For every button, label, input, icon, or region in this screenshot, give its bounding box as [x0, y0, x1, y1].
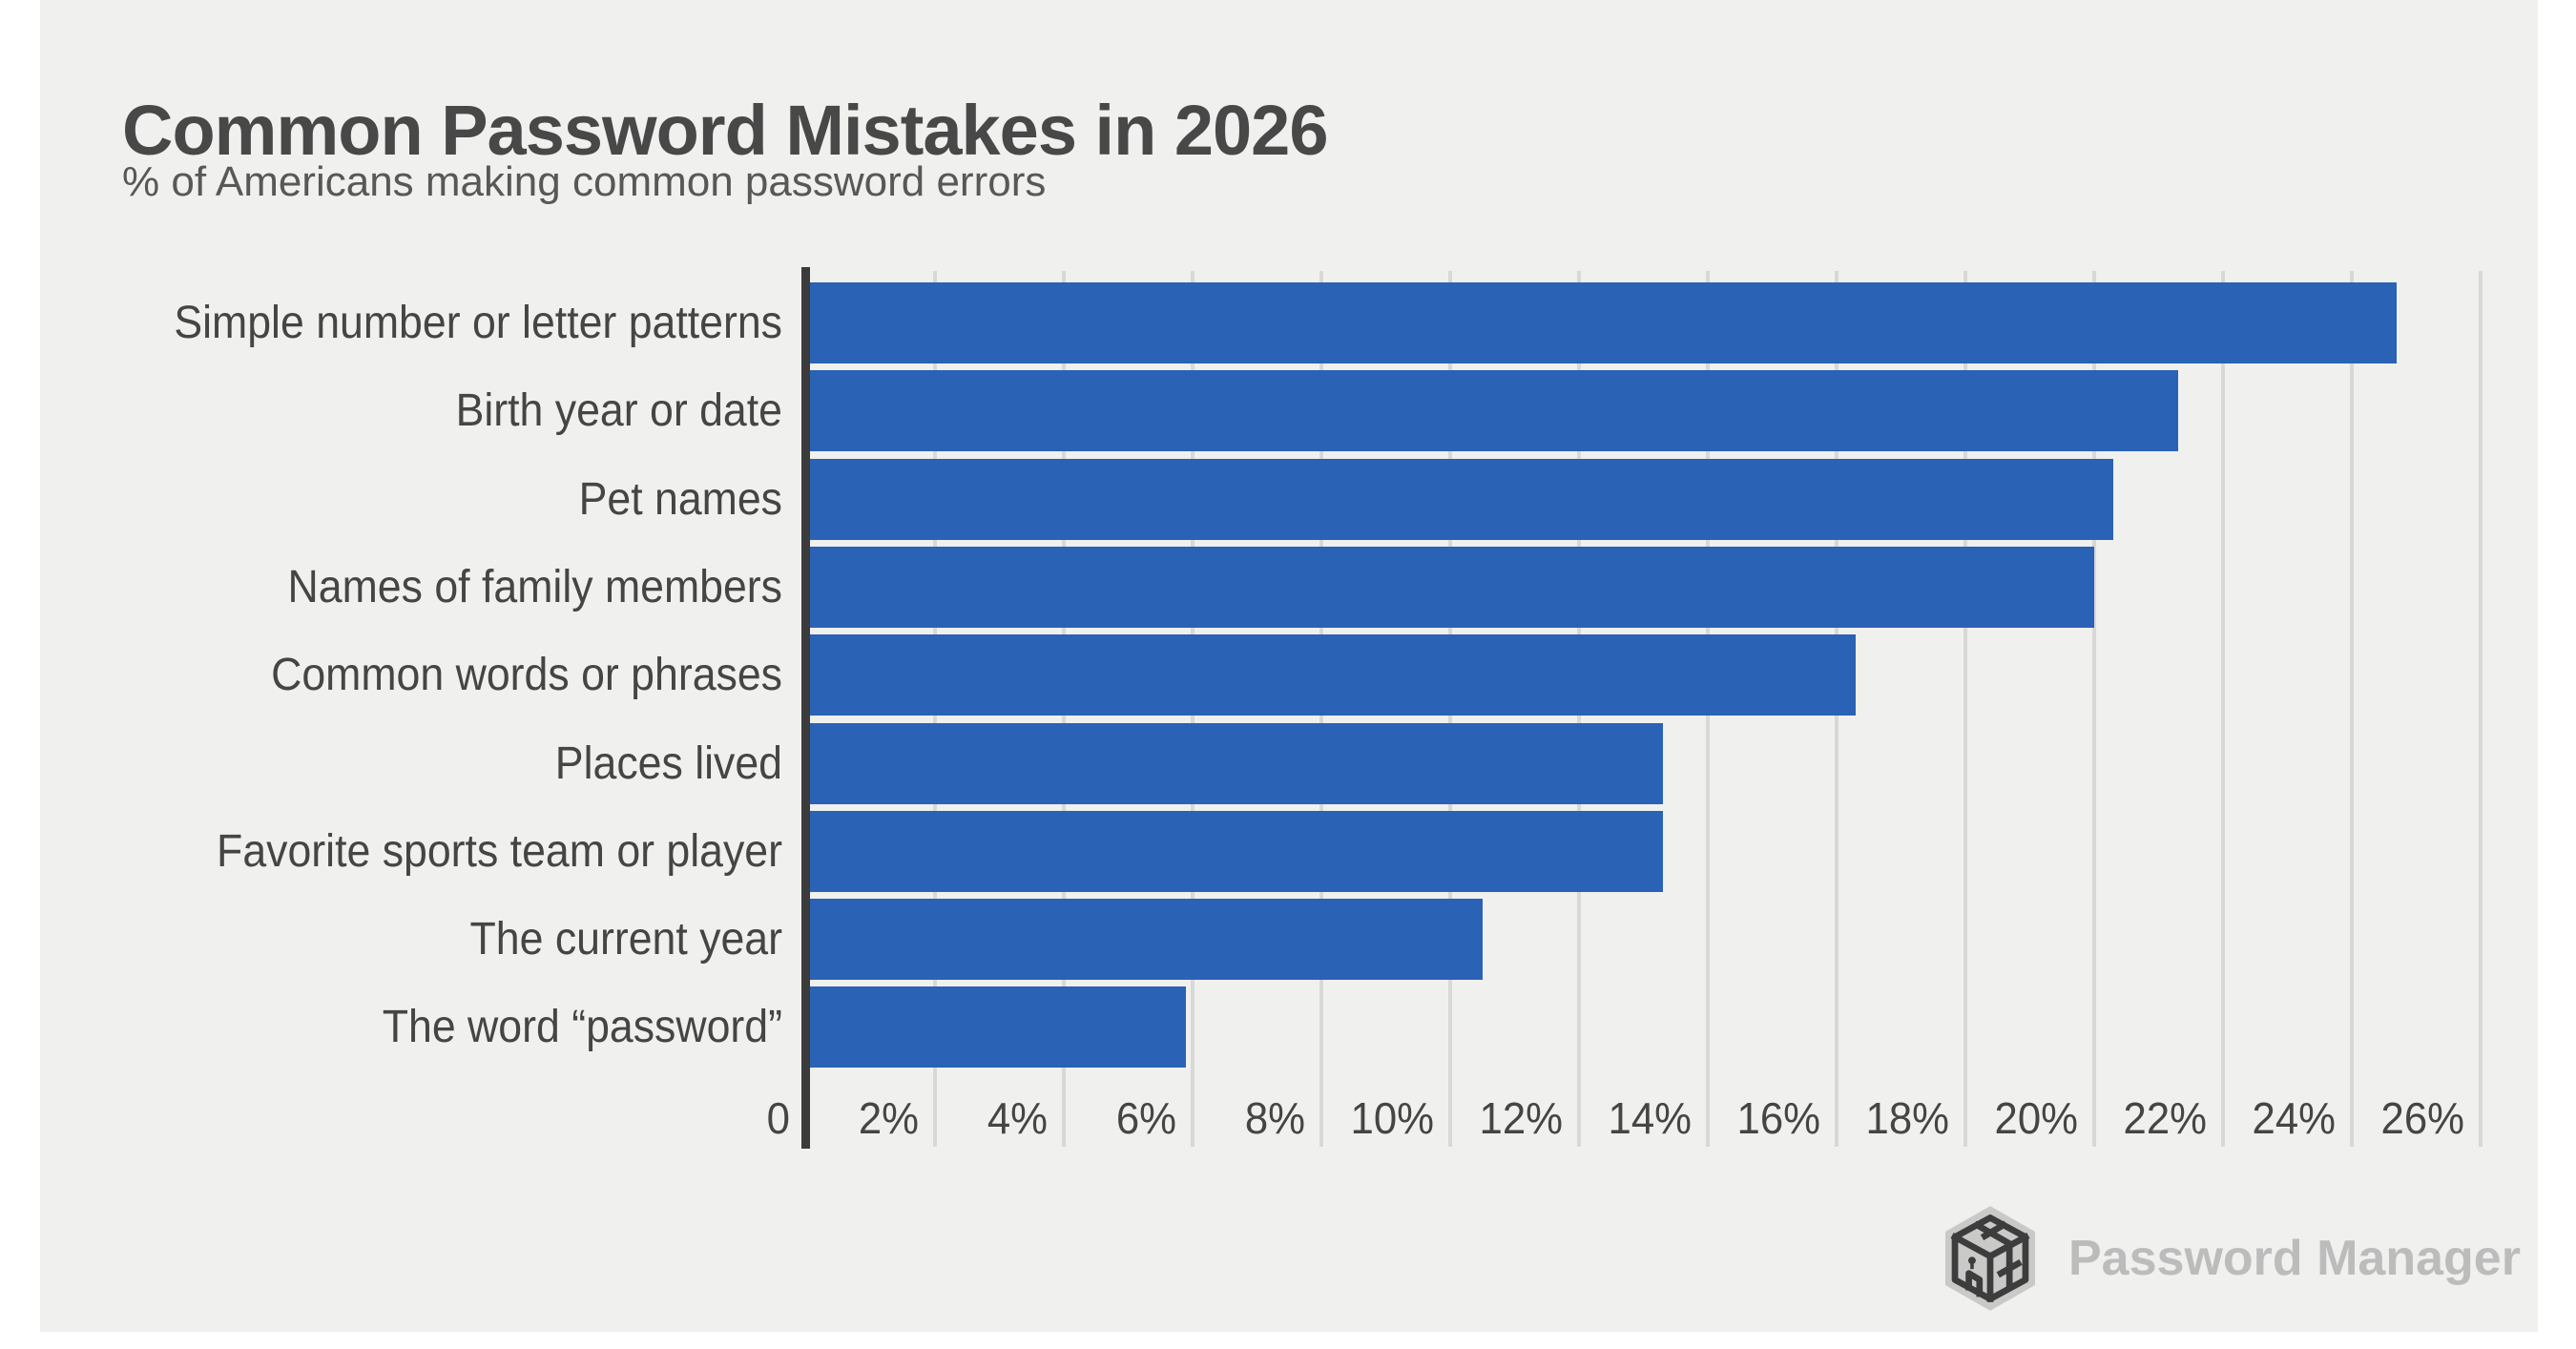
- x-tick-label: 12%: [1479, 1093, 1563, 1143]
- x-tick-label: 20%: [1994, 1093, 2078, 1143]
- bar-row-label: The word “password”: [382, 1002, 782, 1053]
- bar-row-label: Places lived: [554, 737, 782, 789]
- bar: [810, 546, 2094, 628]
- password-manager-logo: Password Manager: [1937, 1205, 2521, 1312]
- bar: [810, 722, 1663, 804]
- gridline-24pct: [2350, 271, 2354, 1147]
- bar: [810, 810, 1663, 892]
- gridline-18pct: [1963, 271, 1967, 1147]
- x-tick-label: 8%: [1244, 1093, 1305, 1143]
- bar-row-label: Pet names: [578, 473, 782, 525]
- x-tick-label: 0: [766, 1093, 790, 1143]
- x-tick-label: 10%: [1350, 1093, 1434, 1143]
- x-tick-label: 2%: [858, 1093, 919, 1143]
- bar: [810, 458, 2114, 540]
- gridline-20pct: [2092, 271, 2096, 1147]
- bar-row-label: Birth year or date: [455, 385, 782, 437]
- bar: [810, 634, 1857, 716]
- x-tick-label: 24%: [2252, 1093, 2336, 1143]
- bar-row-label: Names of family members: [287, 561, 782, 612]
- bar: [810, 370, 2178, 452]
- bar-row-label: The current year: [469, 914, 782, 965]
- bar-row-label: Common words or phrases: [271, 650, 782, 701]
- gridline-22pct: [2221, 271, 2225, 1147]
- bar-row-label: Simple number or letter patterns: [174, 298, 782, 348]
- x-tick-label: 4%: [987, 1093, 1048, 1143]
- chart-title: Common Password Mistakes in 2026: [122, 90, 1328, 170]
- bar: [810, 282, 2398, 363]
- x-tick-label: 26%: [2380, 1093, 2464, 1143]
- x-tick-label: 14%: [1608, 1093, 1692, 1143]
- cube-in-hexagon-logo-icon: [1944, 1206, 2036, 1311]
- x-tick-label: 22%: [2123, 1093, 2207, 1143]
- bar: [810, 899, 1483, 981]
- x-tick-label: 16%: [1736, 1093, 1820, 1143]
- logo-text: Password Manager: [2068, 1231, 2521, 1286]
- y-axis-line: [801, 267, 810, 1149]
- bar: [810, 986, 1187, 1069]
- chart-subtitle: % of Americans making common password er…: [122, 158, 1047, 205]
- gridline-26pct: [2479, 271, 2483, 1147]
- x-tick-label: 18%: [1865, 1093, 1949, 1143]
- bar-row-label: Favorite sports team or player: [217, 825, 783, 877]
- x-tick-label: 6%: [1115, 1093, 1176, 1143]
